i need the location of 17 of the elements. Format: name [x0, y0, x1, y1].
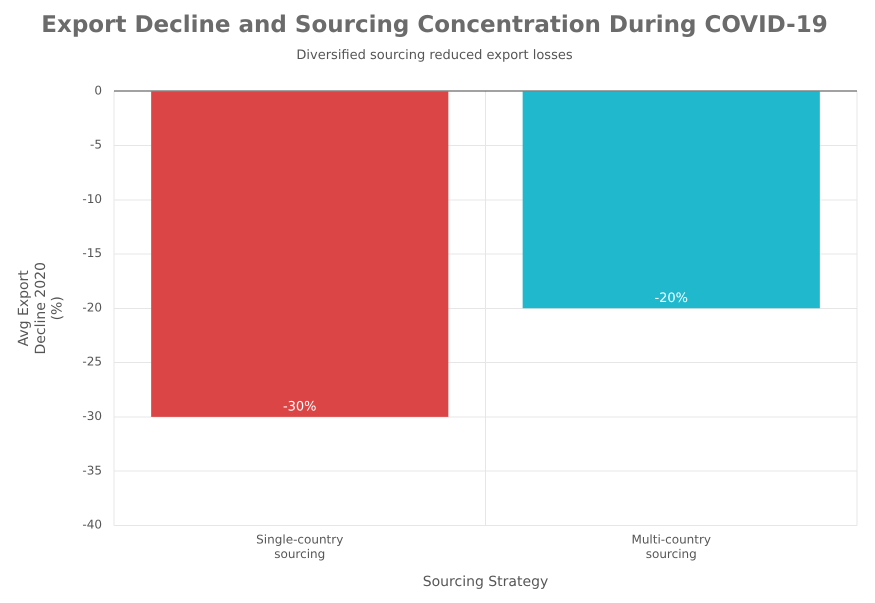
x-tick-label: Multi-country sourcing	[631, 532, 712, 562]
y-tick-label: -20	[82, 300, 102, 314]
y-tick-label: -5	[90, 138, 102, 152]
y-tick-label: -25	[82, 354, 102, 369]
y-tick-label: -35	[82, 463, 102, 478]
data-label: -20%	[654, 291, 688, 306]
chart-subtitle: Diversified sourcing reduced export losses	[296, 48, 573, 63]
chart-title: Export Decline and Sourcing Concentration During COVID-19	[41, 12, 828, 38]
y-axis-title: Avg Export Decline 2020 (%)	[16, 262, 66, 355]
x-axis-title: Sourcing Strategy	[422, 574, 548, 590]
y-tick-label: 0	[94, 83, 102, 98]
x-tick-label: Single-country sourcing	[256, 532, 344, 562]
y-tick-label: -30	[82, 408, 102, 423]
y-tick-label: -15	[82, 246, 102, 260]
data-label: -30%	[282, 400, 317, 415]
y-tick-label: -10	[82, 192, 102, 206]
y-tick-label: -40	[82, 518, 102, 532]
